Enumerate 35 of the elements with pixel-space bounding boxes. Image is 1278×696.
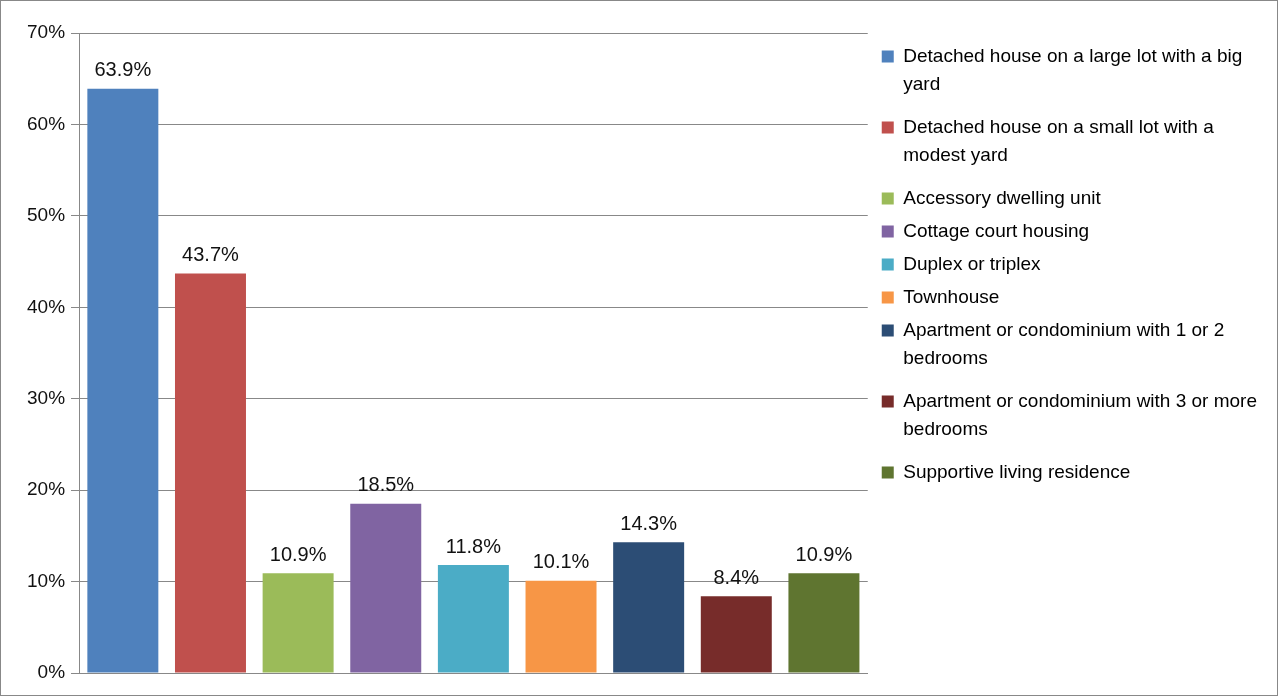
bar (174, 273, 246, 673)
data-label: 10.1% (532, 550, 590, 573)
legend-label: Cottage court housing (903, 219, 1090, 241)
legend-label: Accessory dwelling unit (903, 186, 1102, 208)
y-tick-label: 30% (27, 386, 66, 408)
data-label: 11.8% (445, 534, 502, 557)
data-label: 43.7% (182, 242, 240, 265)
data-label: 63.9% (94, 58, 152, 81)
bar (525, 580, 597, 673)
bar (437, 565, 509, 673)
data-label: 10.9% (795, 542, 853, 565)
bar (350, 503, 422, 673)
y-tick-label: 0% (37, 661, 66, 683)
bar (788, 573, 860, 673)
y-tick-label: 60% (27, 112, 66, 134)
y-tick-label: 40% (27, 295, 66, 317)
legend-label: Apartment or condominium with 1 or 2 bedrooms (903, 318, 1225, 369)
data-label: 10.9% (269, 542, 327, 565)
bar (87, 88, 159, 673)
legend-label: Duplex or triplex (903, 252, 1042, 274)
bar (613, 542, 685, 673)
legend-label: Detached house on a small lot with a modest yard (903, 115, 1215, 166)
legend-label: Apartment or condominium with 3 or more bedrooms (903, 389, 1258, 440)
legend-label: Supportive living residence (903, 460, 1131, 482)
y-tick-label: 20% (27, 478, 66, 500)
y-tick-label: 10% (27, 569, 66, 591)
data-label: 18.5% (357, 473, 415, 496)
bar (700, 596, 772, 673)
y-tick-label: 70% (27, 21, 66, 43)
data-label: 8.4% (713, 565, 760, 588)
legend-label: Detached house on a large lot with a big yard (903, 44, 1243, 95)
y-tick-label: 50% (27, 204, 66, 226)
legend-label: Townhouse (903, 285, 1000, 307)
bar (262, 573, 334, 673)
data-label: 14.3% (620, 511, 678, 534)
